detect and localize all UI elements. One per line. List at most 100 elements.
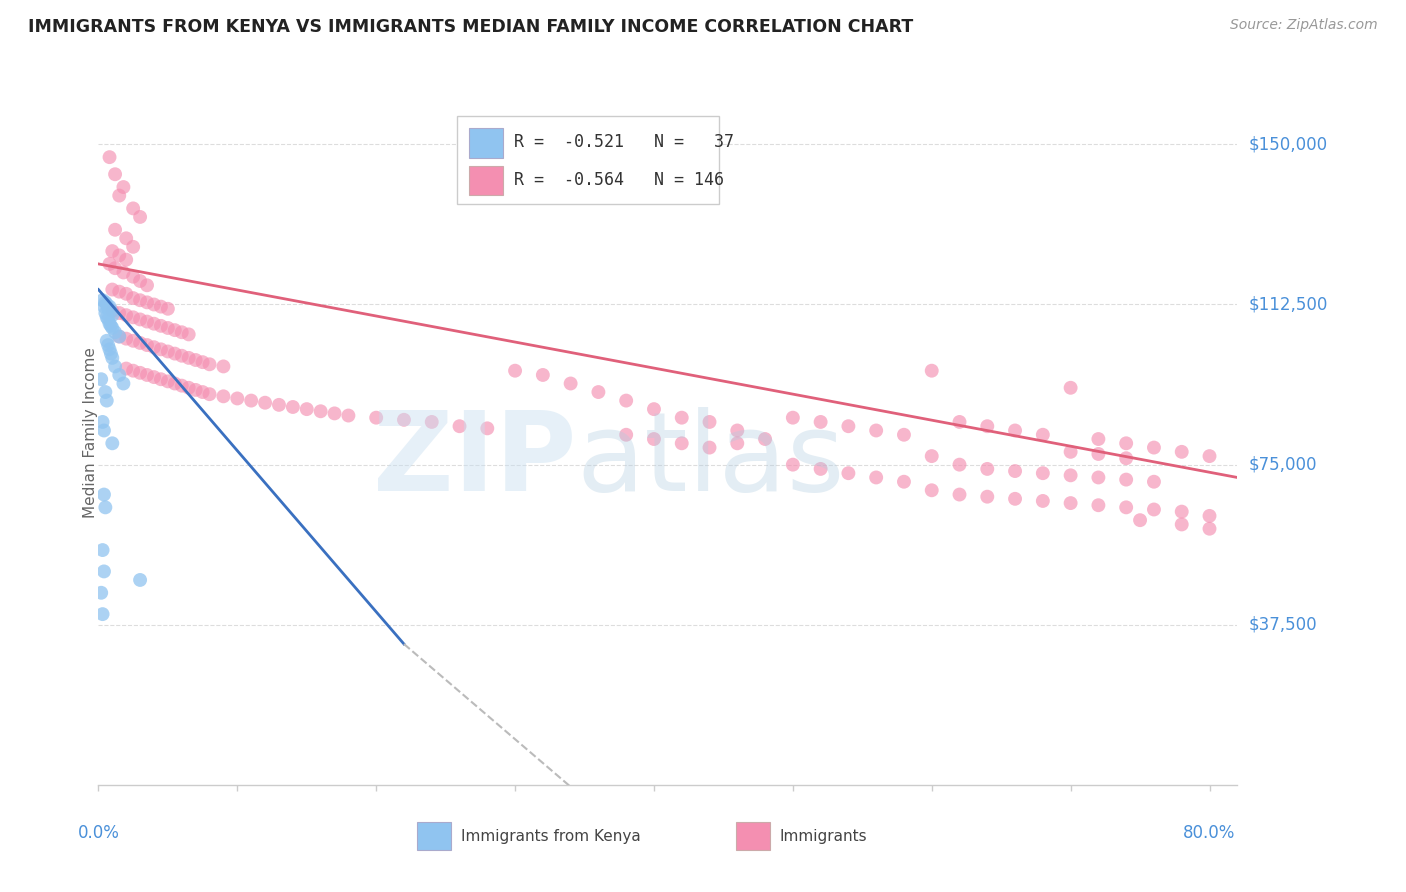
Text: Immigrants: Immigrants bbox=[779, 829, 868, 844]
Point bbox=[108, 285, 131, 299]
Point bbox=[1129, 513, 1152, 527]
Point bbox=[122, 310, 145, 325]
Point bbox=[143, 317, 166, 331]
Point bbox=[108, 306, 131, 320]
Point bbox=[948, 487, 970, 501]
Point bbox=[104, 167, 127, 181]
Point bbox=[1143, 441, 1166, 455]
Point bbox=[1087, 470, 1109, 484]
Point bbox=[98, 343, 121, 357]
Point bbox=[671, 410, 693, 425]
Point bbox=[122, 240, 145, 254]
Point bbox=[97, 312, 120, 326]
Point bbox=[93, 424, 115, 438]
Point bbox=[149, 372, 172, 386]
Point bbox=[531, 368, 554, 382]
Point bbox=[1059, 445, 1081, 459]
Point bbox=[97, 338, 120, 352]
Point bbox=[143, 340, 166, 354]
Point bbox=[96, 297, 118, 311]
Text: ZIP: ZIP bbox=[374, 408, 576, 515]
Point bbox=[782, 410, 804, 425]
Point bbox=[101, 304, 124, 318]
Point bbox=[101, 351, 124, 365]
Point bbox=[143, 370, 166, 384]
Point bbox=[1198, 449, 1220, 463]
Point bbox=[104, 325, 127, 339]
Point bbox=[91, 293, 114, 308]
Text: $75,000: $75,000 bbox=[1249, 456, 1317, 474]
Point bbox=[1170, 517, 1192, 532]
FancyBboxPatch shape bbox=[418, 822, 451, 850]
Point bbox=[191, 385, 214, 400]
Point bbox=[163, 323, 186, 337]
Point bbox=[323, 406, 346, 420]
Point bbox=[1032, 427, 1054, 442]
Point bbox=[108, 329, 131, 343]
Point bbox=[1004, 464, 1026, 478]
Point bbox=[212, 389, 235, 403]
Point bbox=[170, 378, 193, 392]
Point bbox=[198, 387, 221, 401]
Point bbox=[108, 368, 131, 382]
Point bbox=[163, 376, 186, 391]
Point bbox=[115, 252, 138, 267]
Point bbox=[560, 376, 582, 391]
Point bbox=[1032, 466, 1054, 480]
Point bbox=[98, 317, 121, 331]
Point bbox=[94, 306, 117, 320]
Point bbox=[93, 565, 115, 579]
Point bbox=[122, 291, 145, 305]
Point bbox=[96, 310, 118, 325]
Point bbox=[90, 586, 112, 600]
Point bbox=[184, 353, 207, 368]
Point bbox=[1170, 505, 1192, 519]
Point bbox=[101, 244, 124, 259]
Point bbox=[614, 427, 637, 442]
FancyBboxPatch shape bbox=[468, 166, 503, 195]
Point bbox=[112, 376, 135, 391]
Point bbox=[366, 410, 388, 425]
Point bbox=[96, 393, 118, 408]
Point bbox=[177, 351, 200, 365]
Point bbox=[420, 415, 443, 429]
Point bbox=[810, 462, 832, 476]
Point bbox=[94, 500, 117, 515]
Point bbox=[212, 359, 235, 374]
Point bbox=[588, 385, 610, 400]
Point bbox=[112, 180, 135, 194]
Point bbox=[309, 404, 332, 418]
Point bbox=[90, 372, 112, 386]
Text: Immigrants from Kenya: Immigrants from Kenya bbox=[461, 829, 640, 844]
Point bbox=[754, 432, 776, 446]
Point bbox=[136, 315, 159, 329]
Point bbox=[149, 318, 172, 333]
Point bbox=[104, 261, 127, 276]
Point bbox=[1170, 445, 1192, 459]
Point bbox=[101, 308, 124, 322]
Point bbox=[115, 286, 138, 301]
Point bbox=[115, 332, 138, 346]
Point bbox=[921, 483, 943, 498]
Point bbox=[810, 415, 832, 429]
Point bbox=[1115, 436, 1137, 450]
Point bbox=[198, 357, 221, 371]
Point bbox=[91, 415, 114, 429]
Point bbox=[98, 150, 121, 164]
Point bbox=[893, 475, 915, 489]
Point bbox=[477, 421, 499, 435]
Point bbox=[163, 346, 186, 360]
Point bbox=[267, 398, 290, 412]
Text: $37,500: $37,500 bbox=[1249, 615, 1317, 634]
Point bbox=[94, 295, 117, 310]
Point bbox=[98, 257, 121, 271]
FancyBboxPatch shape bbox=[457, 116, 718, 203]
Text: IMMIGRANTS FROM KENYA VS IMMIGRANTS MEDIAN FAMILY INCOME CORRELATION CHART: IMMIGRANTS FROM KENYA VS IMMIGRANTS MEDI… bbox=[28, 18, 914, 36]
Text: R =  -0.564   N = 146: R = -0.564 N = 146 bbox=[515, 171, 724, 189]
Point bbox=[1143, 475, 1166, 489]
Point bbox=[240, 393, 263, 408]
Point bbox=[177, 327, 200, 342]
Point bbox=[149, 343, 172, 357]
Point bbox=[865, 424, 887, 438]
Point bbox=[254, 395, 277, 409]
